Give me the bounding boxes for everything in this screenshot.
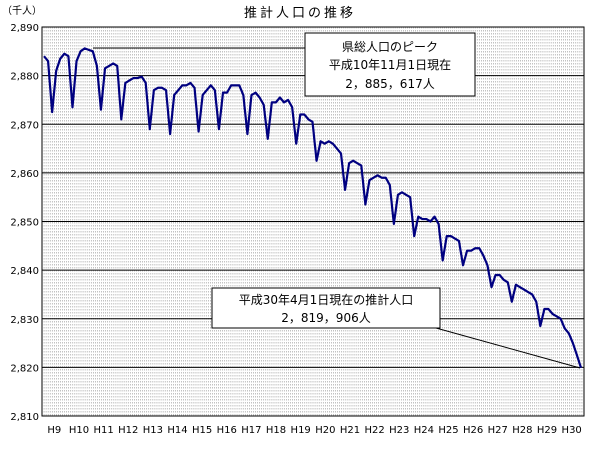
- x-tick-label: H25: [438, 425, 458, 436]
- y-tick-label: 2,820: [10, 363, 39, 374]
- y-axis-label: （千人）: [2, 5, 42, 17]
- annotation-peak-line2: 平成10年11月1日現在: [329, 58, 451, 72]
- x-tick-label: H10: [69, 425, 89, 436]
- x-tick-label: H24: [414, 425, 434, 436]
- x-tick-label: H16: [217, 425, 237, 436]
- annotation-peak-line1: 県総人口のピーク: [342, 40, 438, 54]
- x-tick-label: H12: [118, 425, 138, 436]
- x-tick-label: H14: [167, 425, 187, 436]
- x-tick-label: H21: [340, 425, 360, 436]
- annotation-peak: 県総人口のピーク 平成10年11月1日現在 2，885，617人: [304, 32, 476, 97]
- x-tick-label: H30: [562, 425, 582, 436]
- y-tick-labels: 2,810 2,820 2,830 2,840 2,850 2,860 2,870 2,880…: [10, 23, 39, 423]
- annotation-peak-value: 2，885，617人: [345, 77, 434, 91]
- x-tick-label: H11: [93, 425, 113, 436]
- y-tick-label: 2,830: [10, 315, 39, 326]
- series-line-population: [43, 47, 583, 369]
- x-tick-label: H28: [512, 425, 532, 436]
- x-tick-label: H17: [241, 425, 261, 436]
- x-tick-labels: H9 H10 H11 H12 H13 H14 H15 H16 H17 H18 H19 H20 H21 H2…: [47, 425, 581, 436]
- x-tick-label: H26: [463, 425, 483, 436]
- x-tick-label: H23: [389, 425, 409, 436]
- annotation-latest-line1: 平成30年4月1日現在の推計人口: [239, 292, 414, 307]
- x-tick-label: H18: [266, 425, 286, 436]
- y-tick-label: 2,870: [10, 120, 39, 131]
- latest-leader-line: [435, 327, 581, 369]
- annotation-peak-box: [304, 32, 476, 97]
- x-tick-label: H22: [364, 425, 384, 436]
- y-tick-label: 2,840: [10, 266, 39, 277]
- plot-border: [41, 26, 585, 417]
- chart-title: 推計人口の推移: [244, 5, 356, 21]
- annotation-latest-box: [211, 287, 441, 329]
- y-tick-label: 2,810: [10, 412, 39, 423]
- y-tick-label: 2,880: [10, 72, 39, 83]
- y-tick-label: 2,890: [10, 23, 39, 34]
- annotation-latest-value: 2，819，906人: [281, 311, 370, 325]
- x-tick-label: H27: [488, 425, 508, 436]
- y-tick-label: 2,860: [10, 169, 39, 180]
- y-tick-label: 2,850: [10, 218, 39, 229]
- x-tick-label: H19: [291, 425, 311, 436]
- x-tick-label: H20: [315, 425, 335, 436]
- annotation-latest: 平成30年4月1日現在の推計人口 2，819，906人: [211, 287, 441, 329]
- x-tick-label: H13: [143, 425, 163, 436]
- x-tick-label: H9: [47, 425, 61, 436]
- x-tick-label: H15: [192, 425, 212, 436]
- x-tick-label: H29: [537, 425, 557, 436]
